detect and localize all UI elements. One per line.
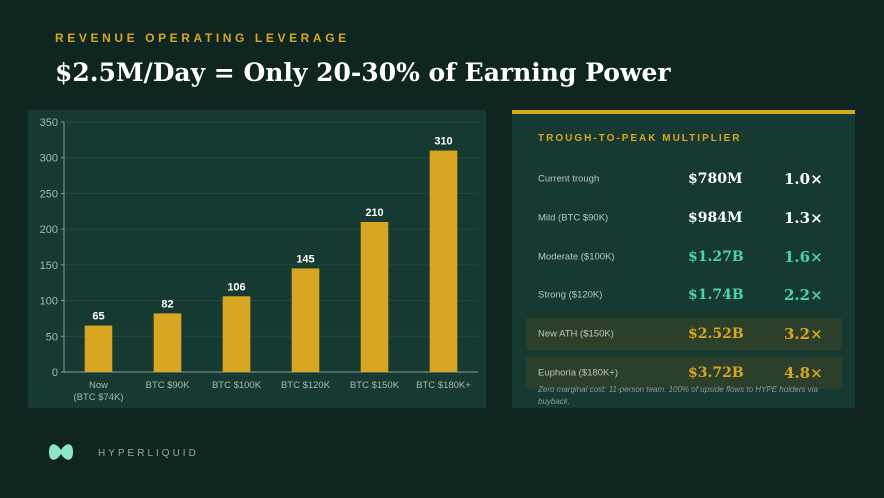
y-tick-label: 0 <box>52 367 58 379</box>
x-tick-label: BTC $120K <box>281 380 331 391</box>
kicker: REVENUE OPERATING LEVERAGE <box>55 31 350 45</box>
row-value: $1.27B <box>688 248 744 265</box>
y-tick-label: 200 <box>40 224 58 236</box>
y-tick-label: 350 <box>40 117 58 129</box>
row-label: Strong ($120K) <box>538 289 603 301</box>
row-multiplier: 2.2× <box>784 286 823 305</box>
bar <box>153 313 182 372</box>
row-label: Euphoria ($180K+) <box>538 367 619 379</box>
table-row: Euphoria ($180K+) $3.72B 4.8× <box>526 357 842 389</box>
value-label: 310 <box>434 136 452 148</box>
value-label: 145 <box>296 253 314 265</box>
row-label: New ATH ($150K) <box>538 328 614 340</box>
bar <box>84 325 113 372</box>
panel-title: TROUGH-TO-PEAK MULTIPLIER <box>538 133 742 144</box>
footnote: Zero marginal cost: 11-person team. 100%… <box>538 385 818 406</box>
row-multiplier: 4.8× <box>784 364 823 382</box>
row-multiplier: 1.3× <box>784 208 823 227</box>
multiplier-panel: TROUGH-TO-PEAK MULTIPLIER Current trough… <box>512 110 855 408</box>
x-tick-label: Now (BTC $74K) <box>73 380 123 403</box>
x-tick-label: BTC $90K <box>146 380 190 391</box>
bar <box>222 296 251 372</box>
y-tick-label: 100 <box>40 296 58 308</box>
row-label: Current trough <box>538 173 600 185</box>
row-label: Mild (BTC $90K) <box>538 212 609 224</box>
bar <box>360 222 389 372</box>
row-value: $984M <box>688 209 743 226</box>
row-multiplier: 3.2× <box>784 325 823 344</box>
bar <box>291 268 320 372</box>
logo <box>49 444 73 460</box>
table-row: New ATH ($150K) $2.52B 3.2× <box>526 318 842 351</box>
brand: HYPERLIQUID <box>98 448 199 459</box>
y-tick-label: 150 <box>40 260 58 272</box>
chart-panel: 0 50 100 150 200 250 300 350 Now (BTC $74K) 65 BTC … <box>28 110 486 408</box>
row-value: $780M <box>688 171 743 187</box>
value-label: 210 <box>365 207 383 219</box>
row-value: $3.72B <box>688 365 744 381</box>
y-tick-label: 50 <box>46 331 58 343</box>
value-label: 65 <box>92 311 104 323</box>
table-row: Mild (BTC $90K) $984M 1.3× <box>526 202 842 234</box>
value-label: 106 <box>227 281 245 293</box>
row-label: Moderate ($100K) <box>538 251 615 263</box>
x-tick-label: BTC $150K <box>350 380 400 391</box>
value-label: 82 <box>161 298 173 310</box>
row-multiplier: 1.0× <box>784 170 823 188</box>
table-row: Current trough $780M 1.0× <box>526 163 842 195</box>
x-tick-label: BTC $100K <box>212 380 262 391</box>
y-tick-label: 300 <box>40 153 58 165</box>
row-value: $2.52B <box>688 326 744 343</box>
row-multiplier: 1.6× <box>784 247 823 266</box>
row-value: $1.74B <box>688 287 744 304</box>
y-tick-label: 250 <box>40 188 58 200</box>
slide-title: $2.5M/Day = Only 20-30% of Earning Power <box>55 58 671 87</box>
x-tick-label: BTC $180K+ <box>416 380 471 391</box>
table-row: Strong ($120K) $1.74B 2.2× <box>526 279 842 311</box>
table-row: Moderate ($100K) $1.27B 1.6× <box>526 241 842 273</box>
bar <box>429 150 458 372</box>
chart: 0 50 100 150 200 250 300 350 Now (BTC $74K) 65 BTC … <box>40 117 478 403</box>
